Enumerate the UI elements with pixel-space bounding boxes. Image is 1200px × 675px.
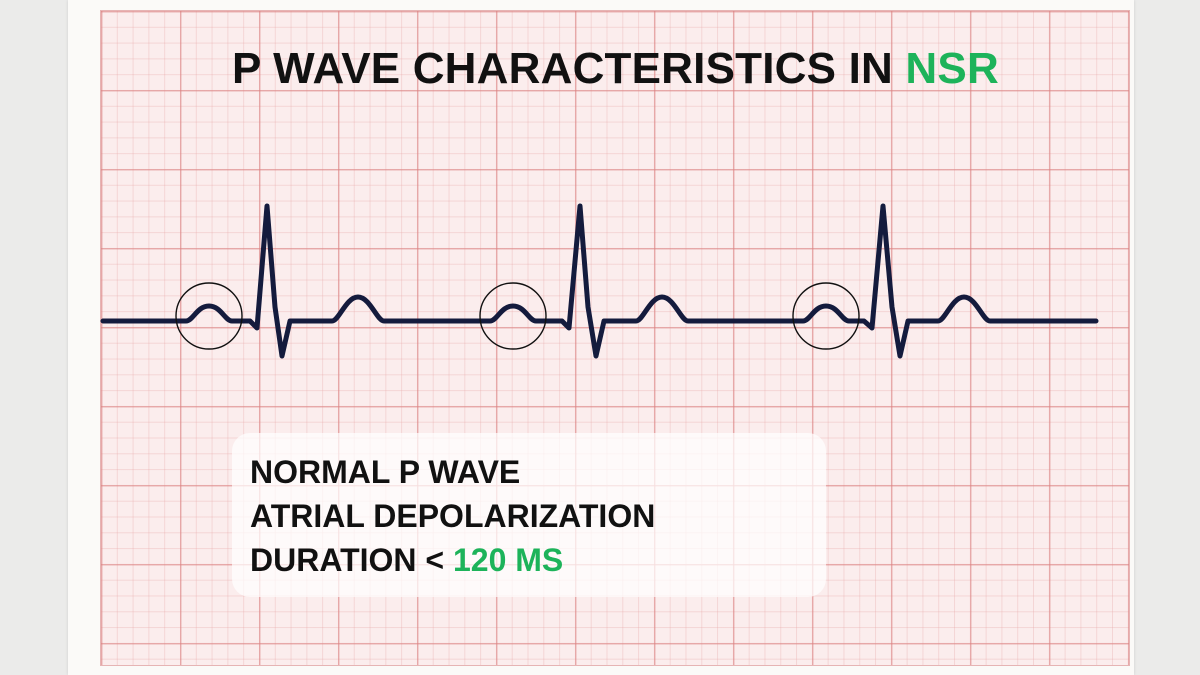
ecg-trace [100, 203, 1099, 359]
p-wave-marker-circle [479, 282, 547, 350]
info-duration: DURATION < 120 MS [250, 540, 563, 580]
duration-value: 120 MS [452, 542, 564, 578]
page-title: P WAVE CHARACTERISTICS IN NSR [232, 44, 999, 94]
duration-label: DURATION < [250, 542, 445, 578]
p-wave-marker-circle [175, 282, 243, 350]
info-atrial-depolarization: ATRIAL DEPOLARIZATION [250, 498, 656, 534]
ecg-grid [100, 10, 1130, 666]
title-highlight-text: NSR [905, 44, 999, 93]
info-panel [232, 433, 826, 597]
p-wave-marker-circle [792, 282, 860, 350]
title-main-text: P WAVE CHARACTERISTICS IN [232, 44, 893, 93]
info-normal-p-wave: NORMAL P WAVE [250, 454, 521, 490]
